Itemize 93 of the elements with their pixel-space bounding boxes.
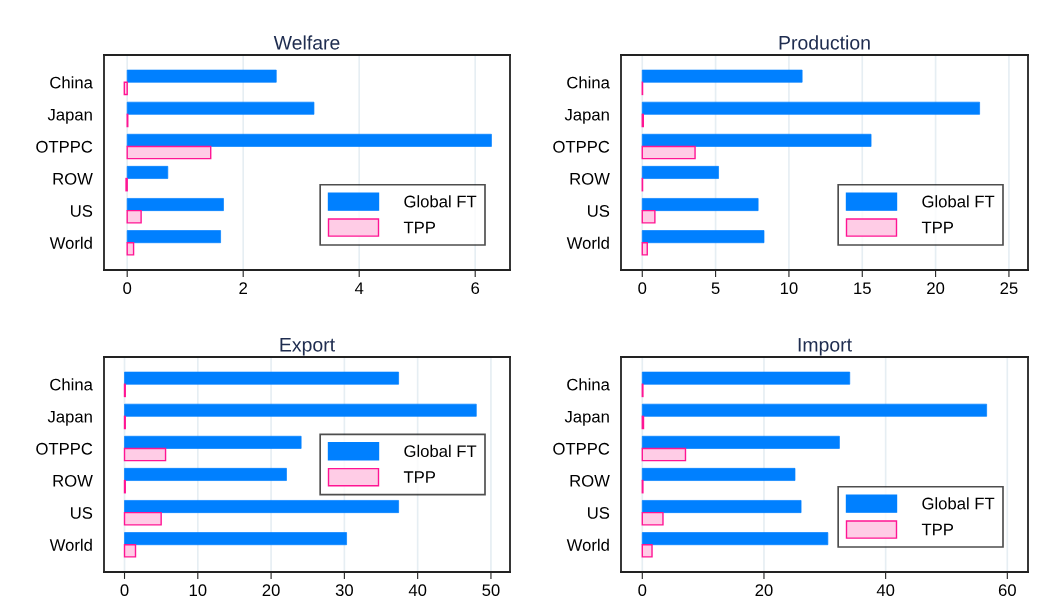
bar xyxy=(124,468,287,481)
y-tick-label: US xyxy=(588,205,610,217)
bar xyxy=(641,209,656,224)
bar xyxy=(641,468,796,481)
bar xyxy=(126,145,212,160)
series-label: Global FT xyxy=(404,444,477,458)
y-tick-label: OTPPC xyxy=(36,140,93,153)
y-tick-label: World xyxy=(49,236,92,249)
chart-title: Welfare xyxy=(273,35,340,50)
chart-title: Import xyxy=(798,338,852,356)
chart-title: Production xyxy=(779,35,870,50)
x-tick-label: 15 xyxy=(854,282,871,295)
y-tick-label: ROW xyxy=(570,474,610,487)
bar xyxy=(126,242,135,256)
bar xyxy=(641,166,719,179)
bar xyxy=(641,544,653,558)
bar xyxy=(123,544,137,558)
bar xyxy=(126,166,169,179)
x-tick-label: 10 xyxy=(189,584,207,597)
x-tick-label: 50 xyxy=(482,584,500,597)
x-tick-label: 60 xyxy=(998,584,1016,597)
text: TPP xyxy=(403,471,436,483)
x-tick-label: 0 xyxy=(120,584,129,597)
y-tick-label: Japan xyxy=(564,410,609,426)
legend-label: Global FT xyxy=(922,195,995,208)
legend-label: Global FT xyxy=(404,195,477,208)
bar xyxy=(124,532,347,546)
bar xyxy=(126,230,221,244)
y-tick-label: China xyxy=(50,76,93,89)
x-tick-label: 40 xyxy=(876,584,895,597)
y-tick-label: US xyxy=(71,507,93,519)
bar xyxy=(124,500,399,513)
y-tick-label: World xyxy=(49,538,92,551)
x-tick-label: 4 xyxy=(354,282,364,294)
bar xyxy=(641,511,664,526)
x-tick-label: 0 xyxy=(638,584,647,597)
legend-label: TPP xyxy=(921,221,954,234)
bar xyxy=(641,500,802,513)
legend-label: TPP xyxy=(403,221,436,234)
x-tick-label: 2 xyxy=(239,282,247,294)
y-tick-label: ROW xyxy=(570,172,610,185)
bar xyxy=(124,371,399,385)
x-tick-label: 20 xyxy=(927,282,945,295)
x-tick-label: 10 xyxy=(780,282,798,295)
y-tick-label: US xyxy=(588,507,610,519)
y-tick-label: Japan xyxy=(47,410,92,426)
legend-label: TPP xyxy=(921,523,954,536)
legend-label: Global FT xyxy=(922,497,995,510)
x-tick-label: 0 xyxy=(123,282,132,295)
bar xyxy=(641,435,840,449)
bar xyxy=(641,230,765,244)
bar xyxy=(126,69,277,83)
bar xyxy=(641,403,987,417)
bar xyxy=(641,133,872,147)
bar xyxy=(641,532,829,546)
chart-title: Export xyxy=(280,338,335,356)
bar xyxy=(641,145,696,160)
y-tick-label: World xyxy=(566,538,609,551)
y-tick-label: Japan xyxy=(47,108,92,124)
y-tick-label: World xyxy=(566,236,609,249)
y-tick-label: Japan xyxy=(564,108,609,124)
x-tick-label: 20 xyxy=(755,584,773,597)
y-tick-label: OTPPC xyxy=(553,442,610,455)
y-tick-label: ROW xyxy=(53,172,93,185)
y-tick-label: OTPPC xyxy=(36,442,93,455)
x-tick-label: 5 xyxy=(711,282,720,295)
bar xyxy=(124,403,477,417)
x-tick-label: 40 xyxy=(408,584,427,597)
y-tick-label: OTPPC xyxy=(553,140,610,153)
bar xyxy=(126,198,224,211)
bar xyxy=(641,371,851,385)
x-tick-label: 6 xyxy=(471,282,480,295)
x-tick-label: 0 xyxy=(638,282,647,295)
y-tick-label: China xyxy=(50,378,93,391)
bar xyxy=(123,81,128,96)
bar xyxy=(126,101,315,115)
bar xyxy=(124,435,302,449)
y-tick-label: ROW xyxy=(53,474,93,487)
bar xyxy=(126,133,492,147)
bar xyxy=(641,69,803,83)
bar xyxy=(641,101,980,115)
bar xyxy=(641,198,759,211)
x-tick-label: 25 xyxy=(1000,282,1018,295)
x-tick-label: 20 xyxy=(262,584,280,597)
y-tick-label: China xyxy=(567,76,610,89)
bar xyxy=(641,242,648,256)
bar xyxy=(123,511,162,526)
x-tick-label: 30 xyxy=(335,584,353,597)
bar xyxy=(641,447,687,462)
y-tick-label: China xyxy=(567,378,610,391)
bar xyxy=(126,209,142,224)
y-tick-label: US xyxy=(71,205,93,217)
bar xyxy=(123,447,167,462)
